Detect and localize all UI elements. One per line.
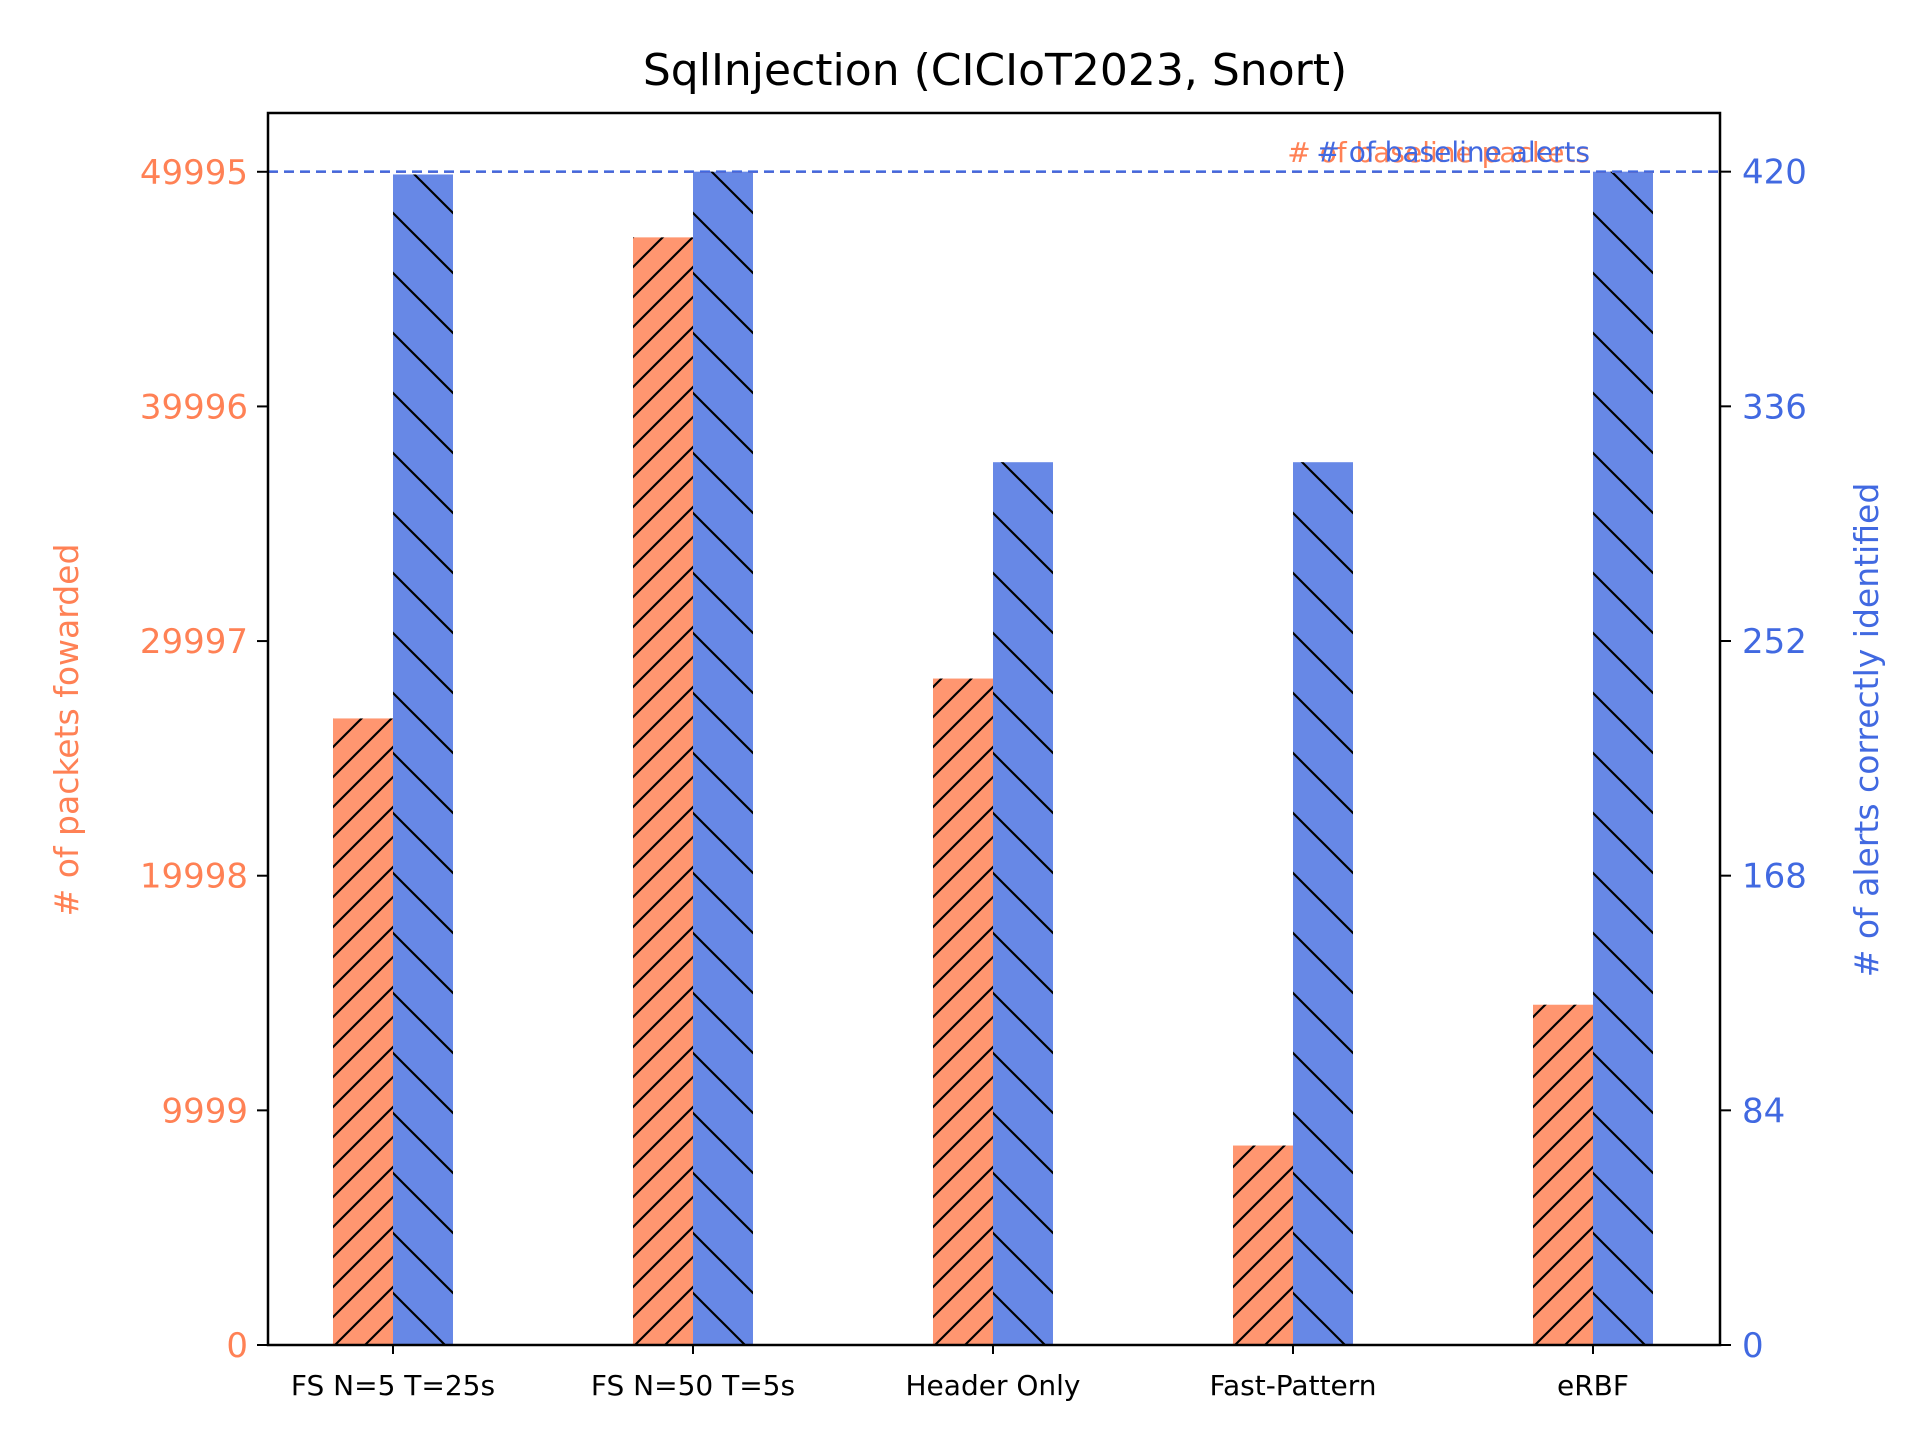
- bar-hatch: [1233, 1145, 1293, 1345]
- right-axis-label: # of alerts correctly identified: [1847, 483, 1886, 978]
- y2-tick-label: 168: [1742, 857, 1807, 897]
- y-tick-label: 0: [226, 1326, 248, 1366]
- y-tick-label: 29997: [140, 622, 248, 662]
- y2-tick-label: 420: [1742, 153, 1807, 193]
- bar-hatch: [1593, 171, 1653, 1346]
- bar-hatch: [993, 462, 1053, 1345]
- baseline-label: # of baseline packets: [1287, 136, 1590, 169]
- bar-hatch: [393, 174, 453, 1345]
- y2-tick-label: 0: [1742, 1326, 1764, 1366]
- x-tick-label: eRBF: [1557, 1369, 1629, 1402]
- y-tick-label: 49995: [140, 153, 248, 193]
- chart-title: SqlInjection (CICIoT2023, Snort): [643, 45, 1347, 96]
- x-tick-label: Fast-Pattern: [1209, 1369, 1376, 1402]
- bar-hatch: [633, 237, 693, 1346]
- baseline-label: # of baseline alerts: [1316, 136, 1590, 169]
- x-axis: FS N=5 T=25s FS N=50 T=5s Header Only Fast-…: [291, 1345, 1629, 1402]
- bar-hatch: [933, 678, 993, 1345]
- bar-hatch: [693, 171, 753, 1346]
- bar-hatch: [1293, 462, 1353, 1345]
- y-tick-label: 39996: [140, 387, 248, 427]
- right-y-axis: 0 84 168 252 336 420: [1720, 153, 1807, 1366]
- left-y-axis: 0 9999 19998 29997 39996 49995: [140, 153, 268, 1366]
- y2-tick-label: 252: [1742, 622, 1807, 662]
- y2-tick-label: 336: [1742, 387, 1807, 427]
- bar-hatch: [333, 718, 393, 1345]
- y-tick-label: 9999: [161, 1091, 248, 1131]
- x-tick-label: FS N=50 T=5s: [591, 1369, 795, 1402]
- y2-tick-label: 84: [1742, 1091, 1785, 1131]
- left-axis-label: # of packets fowarded: [47, 544, 86, 917]
- bars-group: [333, 171, 1653, 1346]
- baselines-group: # of baseline packets# of baseline alert…: [268, 136, 1720, 174]
- y-tick-label: 19998: [140, 857, 248, 897]
- x-tick-label: Header Only: [906, 1369, 1081, 1402]
- x-tick-label: FS N=5 T=25s: [291, 1369, 495, 1402]
- bar-hatch: [1533, 1004, 1593, 1345]
